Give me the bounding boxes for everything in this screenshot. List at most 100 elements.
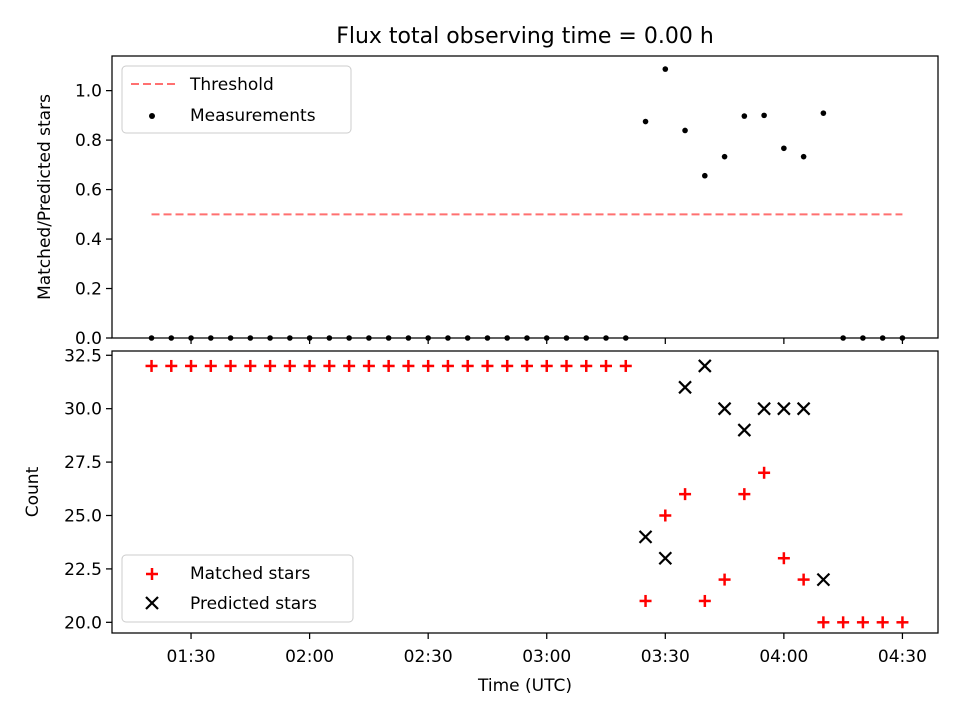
matched-star-point (185, 359, 198, 372)
matched-star-point (343, 359, 356, 372)
matched-star-point (837, 616, 850, 629)
predicted-star-point (717, 401, 732, 416)
matched-star-point (244, 359, 257, 372)
top-y-tick-label: 0.8 (75, 131, 102, 151)
matched-star-point (165, 359, 178, 372)
matched-star-point (501, 359, 514, 372)
matched-star-point (145, 359, 158, 372)
legend-matched-swatch (146, 568, 158, 580)
legend-measurements-label: Measurements (190, 106, 316, 126)
bottom-y-tick-label: 30.0 (64, 400, 102, 420)
bottom-axes-frame (111, 350, 939, 634)
matched-star-point (876, 616, 889, 629)
matched-star-point (619, 359, 632, 372)
top-y-tick-label: 0.0 (75, 329, 102, 349)
legend-threshold-label: Threshold (189, 75, 274, 95)
matched-star-point (520, 359, 533, 372)
bottom-x-axis-label: Time (UTC) (477, 676, 572, 696)
matched-star-point (303, 359, 316, 372)
bottom-x-tick-label: 02:30 (404, 647, 453, 667)
matched-star-point (580, 359, 593, 372)
matched-star-point (560, 359, 573, 372)
predicted-star-point (757, 401, 771, 416)
matched-star-point (323, 359, 336, 372)
measurement-point (721, 153, 728, 160)
legend-predicted-label: Predicted stars (190, 594, 317, 614)
measurement-point (820, 110, 827, 116)
top-y-axis-label: Matched/Predicted stars (35, 94, 55, 300)
top-panel: 0.0 0.2 0.4 0.6 0.8 1.0 Matched/Predicted sta… (35, 55, 939, 349)
bottom-y-tick-label: 22.5 (64, 560, 102, 580)
matched-star-point (402, 359, 415, 372)
matched-star-point (639, 594, 652, 607)
bottom-y-tick-label: 27.5 (64, 453, 102, 473)
predicted-star-point (796, 401, 811, 416)
top-axes-frame (111, 55, 939, 339)
matched-star-point (264, 359, 277, 372)
predicted-star-point (777, 401, 791, 416)
bottom-y-tick-label: 25.0 (64, 507, 102, 527)
bottom-x-tick-label: 04:30 (878, 647, 927, 667)
matched-star-point (817, 616, 830, 629)
legend-matched-label: Matched stars (190, 564, 310, 584)
matched-star-point (422, 359, 435, 372)
legend-predicted-swatch (145, 596, 159, 610)
bottom-panel: 20.0 22.5 25.0 27.5 30.0 32.5 01:30 02:00 02:30… (23, 346, 939, 696)
bottom-y-tick-label: 20.0 (64, 613, 102, 633)
figure-title: Flux total observing time = 0.00 h (336, 24, 714, 49)
bottom-x-tick-label: 03:30 (641, 647, 690, 667)
bottom-x-tick-label: 03:00 (522, 647, 571, 667)
matched-star-point (758, 466, 771, 479)
top-y-ticks: 0.0 0.2 0.4 0.6 0.8 1.0 (75, 82, 112, 349)
measurement-point (682, 127, 688, 134)
matched-star-point (679, 488, 692, 501)
matched-star-point (481, 359, 494, 372)
bottom-legend-box (121, 554, 354, 623)
legend-measurements-swatch (149, 113, 155, 119)
measurement-point (702, 172, 708, 179)
matched-star-point (738, 488, 751, 501)
bottom-x-tick-label: 04:00 (759, 647, 808, 667)
predicted-star-point (658, 551, 673, 566)
top-y-tick-label: 1.0 (75, 82, 102, 102)
bottom-y-ticks: 20.0 22.5 25.0 27.5 30.0 32.5 (64, 346, 112, 633)
top-legend: Threshold Measurements (121, 65, 352, 134)
bottom-y-axis-label: Count (23, 466, 43, 517)
measurement-point (761, 112, 767, 119)
matched-star-point (382, 359, 395, 372)
matched-star-point (698, 594, 711, 607)
measurement-point (662, 66, 669, 72)
measurement-point (781, 145, 787, 152)
predicted-star-point (816, 572, 831, 587)
predicted-star-point (638, 530, 653, 544)
measurement-point (800, 153, 807, 160)
predicted-star-point (737, 423, 752, 437)
matched-star-point (600, 359, 613, 372)
predicted-star-point (698, 359, 712, 373)
matched-star-point (540, 359, 553, 372)
matched-star-point (461, 359, 474, 372)
matched-star-point (659, 509, 672, 522)
matched-star-point (777, 552, 790, 565)
matched-star-point (224, 359, 237, 372)
matched-star-point (362, 359, 375, 372)
measurement-point (741, 113, 748, 119)
top-x-ticks (190, 338, 904, 344)
matched-star-point (896, 616, 909, 629)
predicted-star-point (678, 380, 692, 395)
matched-star-point (797, 573, 810, 586)
top-legend-box (121, 65, 352, 134)
bottom-x-ticks: 01:30 02:00 02:30 03:00 03:30 04:00 04:30 (167, 633, 927, 667)
matched-star-point (718, 573, 731, 586)
matched-star-point (283, 359, 296, 372)
bottom-x-tick-label: 01:30 (167, 647, 216, 667)
matched-star-point (856, 616, 869, 629)
top-y-tick-label: 0.4 (75, 230, 102, 250)
bottom-plot-area (145, 359, 909, 629)
measurement-point (642, 118, 649, 125)
bottom-legend: Matched stars Predicted stars (121, 554, 354, 623)
top-y-tick-label: 0.6 (75, 181, 102, 201)
matched-star-point (441, 359, 454, 372)
top-y-tick-label: 0.2 (75, 280, 102, 300)
